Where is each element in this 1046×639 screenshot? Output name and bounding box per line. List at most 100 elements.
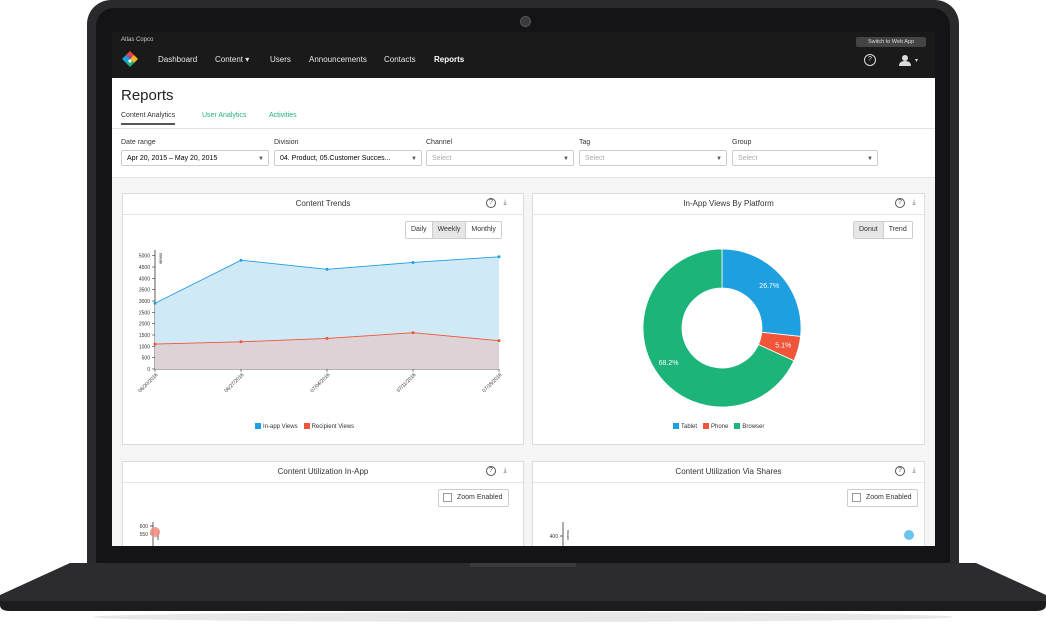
caret-down-icon[interactable]: ▾ [915,58,919,64]
group-placeholder: Select [738,155,758,162]
zoom-label: Zoom Enabled [457,494,503,501]
channel-select[interactable]: Select ▼ [426,150,574,166]
caret-down-icon: ▼ [258,156,264,162]
help-icon[interactable]: ? [895,466,905,476]
nav-reports[interactable]: Reports [434,55,465,64]
tab-user-analytics[interactable]: User Analytics [202,112,247,119]
caret-down-icon: ▼ [867,156,873,162]
nav-content[interactable]: Content ▾ [215,55,249,64]
monthly-button[interactable]: Monthly [466,222,501,238]
slice-label: 68.2% [659,360,679,367]
y-tick-label: 0 [147,367,150,373]
help-icon[interactable]: ? [486,466,496,476]
date-range-select[interactable]: Apr 20, 2015 – May 20, 2015 ▼ [121,150,269,166]
data-point [239,340,243,344]
panel-title: Content Trends [295,199,351,208]
y-tick-label: 400 [550,534,559,540]
data-point [325,267,329,271]
panel-header: Content Utilization In-App ? ⤓ [123,462,523,483]
group-select[interactable]: Select ▼ [732,150,878,166]
download-icon[interactable]: ⤓ [912,467,916,474]
platform-legend: Tablet Phone Browser [673,423,764,430]
help-icon[interactable]: ? [864,54,876,66]
logo-icon[interactable] [121,51,139,69]
division-select[interactable]: 04. Product, 05.Customer Succes... ▼ [274,150,422,166]
zoom-enabled-toggle[interactable]: Zoom Enabled [438,489,509,507]
trend-button[interactable]: Trend [883,222,912,238]
y-tick-label: 4000 [139,276,150,282]
x-tick-label: 07/11/2016 [396,372,418,394]
page-header: Reports Content Analytics User Analytics… [112,78,935,129]
download-icon[interactable]: ⤓ [503,467,507,474]
nav-users[interactable]: Users [270,55,291,64]
data-point [153,301,157,305]
tab-content-analytics[interactable]: Content Analytics [121,112,176,125]
legend-label: Browser [742,424,765,430]
nav-announcements[interactable]: Announcements [309,55,367,64]
legend-item-browser: Browser [734,423,764,430]
y-tick-label: 4500 [139,265,150,271]
data-point [411,260,415,264]
camera-icon [520,16,531,27]
util-inapp-chart: 600 550 views [140,522,160,546]
tag-label: Tag [579,139,591,146]
weekly-button[interactable]: Weekly [432,222,467,238]
laptop-base [0,563,1046,622]
view-toggle: Donut Trend [853,221,913,239]
user-icon[interactable] [897,54,913,66]
help-icon[interactable]: ? [895,198,905,208]
division-label: Division [274,139,299,146]
date-range-value: Apr 20, 2015 – May 20, 2015 [127,155,218,162]
platform-panel: In-App Views By Platform ? ⤓ Donut Trend… [532,193,925,445]
legend-item-inapp: In-app Views [255,423,298,430]
tag-select[interactable]: Select ▼ [579,150,727,166]
checkbox-icon [852,493,861,502]
tab-activities[interactable]: Activities [269,112,297,119]
panel-header: In-App Views By Platform ? ⤓ [533,194,924,215]
data-point [325,336,329,340]
daily-button[interactable]: Daily [406,222,433,238]
checkbox-icon [443,493,452,502]
bubble-point [150,527,160,537]
legend-label: In-app Views [263,424,298,430]
platform-donut-chart: 26.7% 5.1% 68.2% [642,248,802,408]
y-tick-label: 1000 [139,344,150,350]
zoom-enabled-toggle[interactable]: Zoom Enabled [847,489,918,507]
donut-slice-browser [642,248,795,408]
nav-content-label: Content [215,55,244,64]
data-point [239,258,243,262]
download-icon[interactable]: ⤓ [912,199,916,206]
legend-label: Tablet [681,424,698,430]
y-tick-label: 5000 [139,254,150,260]
data-point [153,342,157,346]
interval-toggle: Daily Weekly Monthly [405,221,502,239]
switch-to-web-app-button[interactable]: Switch to Web App [856,37,926,47]
data-point [411,331,415,335]
x-tick-label: 06/20/2016 [137,372,159,394]
panel-header: Content Trends ? ⤓ [123,194,523,215]
nav-contacts[interactable]: Contacts [384,55,416,64]
date-range-label: Date range [121,139,156,146]
channel-placeholder: Select [432,155,452,162]
y-tick-label: 3000 [139,299,150,305]
util-inapp-panel: Content Utilization In-App ? ⤓ Zoom Enab… [122,461,524,546]
download-icon[interactable]: ⤓ [503,199,507,206]
panel-title: Content Utilization In-App [277,467,369,476]
util-shares-chart: 400 views [550,522,914,546]
nav-dashboard[interactable]: Dashboard [158,55,198,64]
panel-header: Content Utilization Via Shares ? ⤓ [533,462,924,483]
channel-label: Channel [426,139,453,146]
caret-down-icon: ▼ [716,156,722,162]
x-tick-label: 07/18/2016 [481,372,503,394]
data-point [497,255,501,259]
content-trends-panel: Content Trends ? ⤓ Daily Weekly Monthly … [122,193,524,445]
legend-item-phone: Phone [703,423,728,430]
app-screen: Atlas Copco Dashboard Content ▾ Users An… [112,32,935,546]
donut-button[interactable]: Donut [854,222,884,238]
bubble-point [904,530,914,540]
help-icon[interactable]: ? [486,198,496,208]
data-point [497,339,501,343]
content-trends-chart: views 0 500 1000 1500 2000 2500 3000 3500 4000 450… [137,250,504,394]
y-tick-label: 2000 [139,322,150,328]
y-tick-label: 500 [142,356,151,362]
